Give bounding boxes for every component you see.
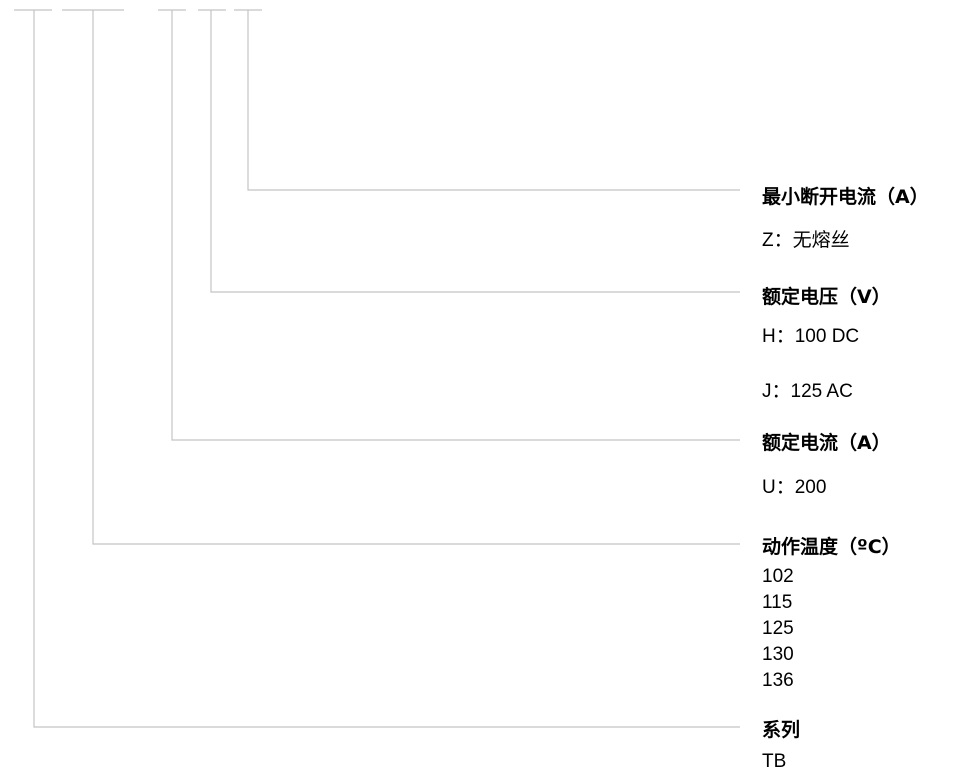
value-rated-current-u: U：200 [762,477,827,498]
value-rated-voltage-j: J：125 AC [762,381,853,402]
connector-operating-temperature [92,10,740,545]
heading-operating-temperature: 动作温度（ºC） [762,536,901,558]
connector-rated-voltage [210,10,740,293]
connector-rated-current [171,10,740,441]
connector-min-breaking-current [247,10,740,191]
value-temperature-102: 102 [762,566,794,587]
value-rated-voltage-h: H：100 DC [762,326,860,347]
heading-rated-current: 额定电流（A） [762,432,891,454]
value-temperature-125: 125 [762,618,794,639]
value-min-breaking-current-z: Z：无熔丝 [762,230,850,251]
value-temperature-136: 136 [762,670,794,691]
heading-rated-voltage: 额定电压（V） [762,286,891,308]
heading-min-breaking-current: 最小断开电流（A） [762,186,929,208]
value-series-tb: TB [762,751,787,772]
connector-series [33,10,740,728]
heading-series: 系列 [762,719,801,741]
value-temperature-115: 115 [762,592,793,613]
connector-lines [33,10,740,728]
value-temperature-130: 130 [762,644,794,665]
